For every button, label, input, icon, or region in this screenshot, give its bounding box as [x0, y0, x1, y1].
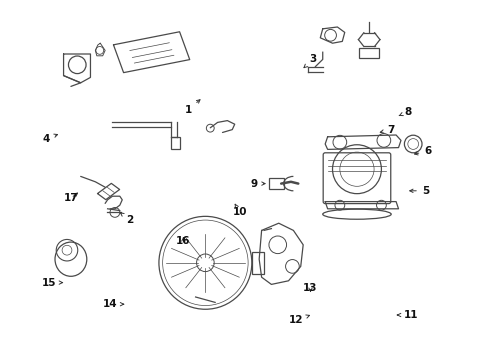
Text: 16: 16 [176, 236, 190, 246]
Text: 2: 2 [120, 213, 133, 225]
Text: 6: 6 [414, 146, 430, 156]
Text: 17: 17 [63, 193, 78, 203]
Text: 4: 4 [42, 134, 58, 144]
Text: 11: 11 [397, 310, 417, 320]
Bar [359, 48, 378, 58]
Text: 9: 9 [250, 179, 264, 189]
Text: 13: 13 [303, 283, 317, 293]
Text: 15: 15 [41, 278, 62, 288]
Text: 8: 8 [398, 107, 411, 117]
Text: 3: 3 [304, 54, 316, 68]
Bar [171, 137, 180, 149]
Bar [251, 252, 264, 274]
Bar [268, 178, 283, 189]
Text: 7: 7 [380, 125, 394, 135]
Text: 12: 12 [288, 315, 309, 325]
Text: 5: 5 [409, 186, 428, 196]
Text: 14: 14 [102, 299, 123, 309]
Text: 1: 1 [184, 100, 200, 115]
Text: 10: 10 [232, 204, 246, 217]
